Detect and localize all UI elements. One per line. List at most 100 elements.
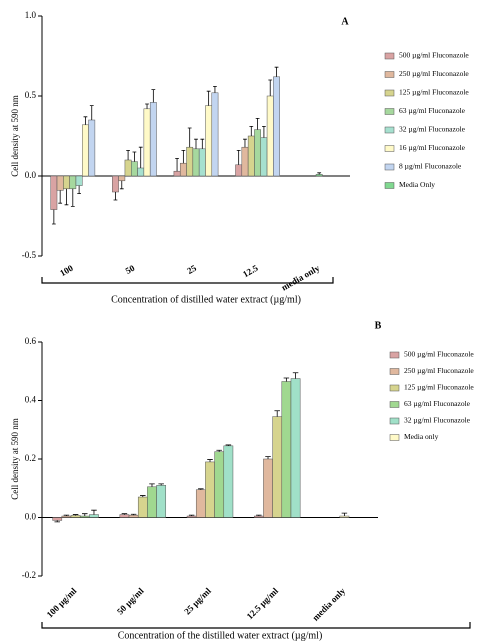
x-tick-label: 25 µg/ml: [182, 585, 213, 616]
bar: [198, 148, 206, 177]
y-tick-label: 0.0: [25, 512, 37, 522]
bar: [173, 170, 181, 177]
bar: [205, 461, 215, 518]
bar: [205, 105, 213, 177]
bar: [156, 485, 167, 518]
legend-swatch: [384, 71, 395, 78]
legend-swatch: [384, 163, 395, 171]
error-bar: [206, 90, 211, 106]
x-tick-label: 100 µg/ml: [45, 585, 79, 619]
bar: [290, 378, 301, 518]
y-tick-label: 0.5: [25, 90, 37, 100]
bar: [211, 92, 219, 177]
bar: [266, 95, 274, 177]
bracket-line: [41, 622, 471, 629]
error-bar: [138, 146, 143, 168]
legend-swatch: [384, 108, 395, 115]
legend-swatch: [389, 417, 400, 425]
error-bar: [132, 151, 137, 162]
error-bar: [64, 188, 69, 206]
error-bar: [268, 79, 273, 96]
error-bar: [51, 209, 56, 225]
bar: [272, 416, 283, 518]
bar: [112, 175, 119, 193]
error-bar: [283, 377, 290, 382]
error-bar: [121, 513, 128, 515]
bar: [235, 164, 243, 177]
error-bar: [113, 192, 118, 201]
error-bar: [187, 127, 192, 148]
error-bar: [58, 190, 63, 204]
bar: [273, 76, 280, 177]
error-bar: [145, 103, 149, 109]
legend-swatch: [384, 145, 395, 152]
bar: [79, 515, 90, 518]
error-bar: [63, 514, 70, 517]
error-bar: [83, 116, 88, 125]
error-bar: [130, 513, 137, 516]
error-bar: [236, 150, 241, 165]
bar: [186, 146, 194, 177]
error-bar: [198, 488, 204, 490]
y-tick-label: 0.0: [25, 170, 37, 180]
y-tick-label: -0.5: [22, 250, 37, 260]
legend-label: 125 µg/ml Fluconazole: [399, 88, 469, 97]
legend-swatch: [384, 126, 395, 134]
bar: [124, 159, 132, 177]
bar: [82, 124, 89, 177]
error-bar: [175, 158, 179, 172]
x-tick-label: media only: [280, 263, 322, 293]
bar: [128, 514, 139, 518]
bar: [179, 162, 187, 177]
error-bar: [140, 495, 146, 498]
bar: [119, 514, 130, 518]
error-bar: [243, 138, 247, 148]
chart-title: B: [375, 320, 382, 331]
legend-label: 63 µg/ml Fluconazole: [404, 399, 471, 408]
error-bar: [249, 126, 254, 136]
error-bar: [213, 86, 217, 93]
error-bar: [265, 456, 271, 459]
bar: [143, 108, 151, 177]
legend-label: 250 µg/ml Fluconazole: [399, 69, 469, 78]
bar: [263, 458, 273, 518]
x-axis-label: Concentration of distilled water extract…: [111, 294, 301, 305]
error-bar: [274, 66, 279, 77]
error-bar: [225, 444, 232, 446]
error-bar: [256, 514, 262, 517]
legend-label: 250 µg/ml Fluconazole: [404, 366, 474, 375]
error-bar: [274, 410, 280, 417]
bar: [186, 515, 197, 518]
legend-swatch: [384, 52, 395, 60]
bar: [88, 119, 96, 177]
x-tick-label: 12.5: [241, 263, 260, 280]
error-bar: [91, 509, 97, 515]
bar: [147, 486, 157, 518]
legend-swatch: [384, 182, 395, 189]
bar: [223, 445, 234, 518]
error-bar: [194, 138, 198, 149]
error-bar: [54, 520, 60, 523]
y-tick-label: 1.0: [25, 10, 37, 20]
bar: [137, 496, 148, 518]
legend-swatch: [384, 89, 395, 97]
error-bar: [151, 89, 156, 103]
bracket-b: [41, 622, 471, 629]
x-tick-label: 50 µg/ml: [115, 585, 146, 616]
error-bar: [292, 372, 299, 379]
legend-label: Media only: [404, 432, 439, 441]
error-bar: [262, 126, 266, 138]
error-bar: [126, 150, 130, 160]
error-bar: [317, 172, 322, 175]
bar: [130, 161, 138, 177]
bar: [192, 148, 200, 177]
error-bar: [188, 514, 195, 517]
bar: [339, 515, 350, 518]
x-tick-label: 12.5 µg/ml: [245, 585, 281, 621]
y-axis-label: Cell density at 590 nm: [10, 95, 20, 177]
bar: [56, 175, 64, 191]
legend-swatch: [389, 434, 400, 441]
bar: [315, 174, 323, 177]
x-axis-label: Concentration of the distilled water ext…: [118, 630, 323, 641]
